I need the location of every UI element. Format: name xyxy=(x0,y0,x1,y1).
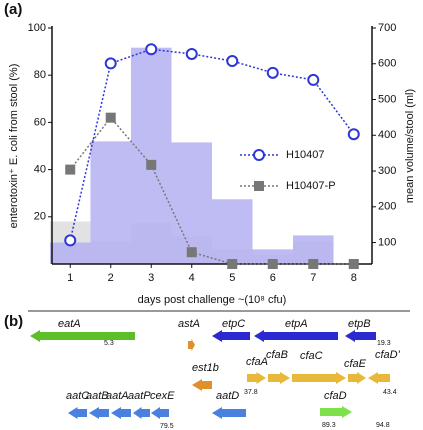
point xyxy=(266,66,279,79)
point xyxy=(267,259,278,269)
gene-arrow xyxy=(111,407,131,419)
gene-arrow xyxy=(68,407,87,419)
position-label: 94.8 xyxy=(376,422,390,429)
gene-arrow xyxy=(268,372,290,384)
position-label: 43.4 xyxy=(383,389,397,396)
position-label: 19.3 xyxy=(377,340,391,347)
x-tick-label: 5 xyxy=(229,272,235,284)
y2-tick-label: 200 xyxy=(378,201,396,213)
y2-tick-label: 700 xyxy=(378,22,396,34)
bar xyxy=(49,242,91,264)
gene-label: aatD xyxy=(216,390,239,402)
y-tick-label: 100 xyxy=(28,22,46,34)
x-tick-label: 2 xyxy=(108,272,114,284)
gene-arrow xyxy=(133,407,150,419)
y2-tick-label: 600 xyxy=(378,58,396,70)
y2-axis-label: mean volume/stool (ml) xyxy=(404,89,416,203)
series-line xyxy=(69,116,354,265)
bar xyxy=(90,141,131,264)
point xyxy=(348,259,359,269)
y-axis-label: enterotoxin⁺ E. coli from stool (%) xyxy=(8,64,20,229)
position-label: 5.3 xyxy=(104,340,114,347)
point xyxy=(145,43,158,56)
position-label: 89.3 xyxy=(322,422,336,429)
y2-tick-label: 100 xyxy=(378,236,396,248)
gene-arrow xyxy=(368,372,390,384)
bar xyxy=(171,142,212,264)
gene-label: aatP xyxy=(128,390,151,402)
point xyxy=(307,73,320,86)
gene-arrow xyxy=(212,407,246,419)
y-tick-label: 20 xyxy=(34,211,46,223)
point xyxy=(64,234,77,247)
y2-tick-label: 500 xyxy=(378,93,396,105)
gene-arrow xyxy=(188,339,195,351)
point xyxy=(308,259,319,269)
gene-arrow xyxy=(348,372,366,384)
series-line xyxy=(69,48,355,241)
x-tick-label: 1 xyxy=(67,272,73,284)
point xyxy=(347,128,360,141)
gene-arrow xyxy=(212,330,250,342)
y2-tick-label: 400 xyxy=(378,129,396,141)
gene-arrow xyxy=(89,407,109,419)
point xyxy=(226,55,239,68)
legend-marker xyxy=(254,181,264,191)
legend-marker xyxy=(253,149,265,161)
point xyxy=(227,259,238,269)
gene-label: etpA xyxy=(285,318,308,330)
gene-arrow xyxy=(30,330,135,342)
gene-arrow xyxy=(247,372,266,384)
gene-arrow xyxy=(345,330,376,342)
gene-label: astA xyxy=(178,318,200,330)
position-label: 37.8 xyxy=(244,389,258,396)
x-tick-label: 8 xyxy=(351,272,357,284)
gene-arrow xyxy=(320,406,352,418)
gene-label: cfaA xyxy=(246,356,268,368)
gene-arrow xyxy=(254,330,338,342)
x-tick-label: 6 xyxy=(270,272,276,284)
gene-arrow xyxy=(151,407,169,419)
y2-tick-label: 300 xyxy=(378,165,396,177)
gene-label: cexE xyxy=(150,390,175,402)
x-tick-label: 4 xyxy=(189,272,195,284)
gene-label: aatC xyxy=(66,390,89,402)
gene-label: aatB xyxy=(86,390,109,402)
gene-label: cfaB xyxy=(266,349,288,361)
gene-label: cfaC xyxy=(300,350,323,362)
gene-arrow xyxy=(292,372,346,384)
x-tick-label: 3 xyxy=(148,272,154,284)
gene-label: eatA xyxy=(58,318,81,330)
gene-arrow xyxy=(192,379,212,391)
point xyxy=(65,164,76,175)
panel-label: (a) xyxy=(4,1,22,18)
panel-label: (b) xyxy=(4,313,23,330)
gene-label: cfaD' xyxy=(375,349,401,361)
gene-label: etpC xyxy=(222,318,245,330)
bar xyxy=(252,249,294,264)
point xyxy=(146,159,157,170)
y-tick-label: 40 xyxy=(34,164,46,176)
gene-label: est1b xyxy=(192,362,219,374)
legend-label: H10407 xyxy=(286,149,325,161)
point xyxy=(105,112,116,123)
y-tick-label: 80 xyxy=(34,69,46,81)
gene-label: etpB xyxy=(348,318,371,330)
point xyxy=(104,57,117,70)
point xyxy=(186,247,197,258)
point xyxy=(185,47,198,60)
y-tick-label: 60 xyxy=(34,116,46,128)
x-tick-label: 7 xyxy=(310,272,316,284)
legend-label: H10407-P xyxy=(286,180,336,192)
gene-label: cfaE xyxy=(344,358,367,370)
gene-label: cfaD xyxy=(324,390,347,402)
x-axis-label: days post challenge ~(10⁸ cfu) xyxy=(138,294,287,306)
gene-label: aatA xyxy=(106,390,129,402)
bar xyxy=(212,199,253,264)
position-label: 79.5 xyxy=(160,423,174,430)
bar xyxy=(130,47,172,264)
